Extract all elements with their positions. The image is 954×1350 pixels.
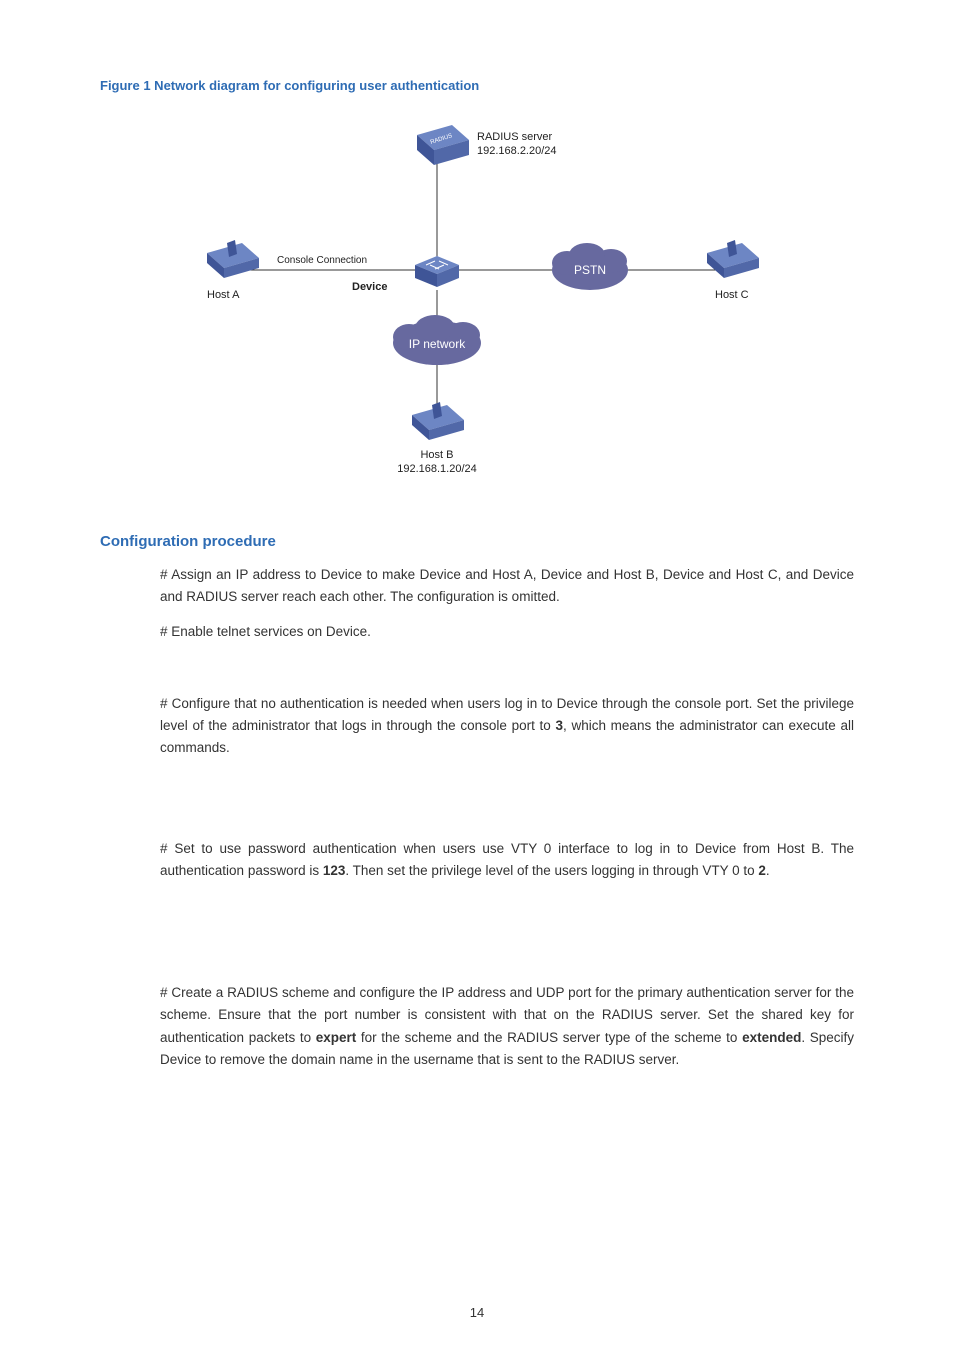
spacer: [100, 772, 854, 810]
ip-network-label: IP network: [409, 337, 466, 351]
spacer: [100, 894, 854, 932]
network-diagram: RADIUS RADIUS server 192.168.2.20/24 Hos…: [177, 115, 777, 485]
paragraph-4: # Set to use password authentication whe…: [100, 838, 854, 883]
pstn-cloud-icon: PSTN: [552, 243, 628, 290]
host-a-icon: [207, 240, 259, 278]
text-fragment: . Then set the privilege level of the us…: [345, 863, 758, 878]
figure-caption: Figure 1 Network diagram for configuring…: [100, 78, 854, 93]
bold-value: expert: [316, 1030, 357, 1045]
host-c-icon: [707, 240, 759, 278]
bold-value: 123: [323, 863, 346, 878]
document-page: Figure 1 Network diagram for configuring…: [0, 0, 954, 1350]
paragraph-1: # Assign an IP address to Device to make…: [100, 564, 854, 609]
host-a-label: Host A: [207, 289, 240, 301]
bold-value: 3: [556, 718, 564, 733]
host-b-label-2: 192.168.1.20/24: [397, 463, 477, 475]
text-fragment: .: [766, 863, 770, 878]
device-icon: [415, 256, 459, 287]
device-label: Device: [352, 281, 387, 293]
host-b-label-1: Host B: [420, 449, 453, 461]
host-b-icon: [412, 402, 464, 440]
ip-network-cloud-icon: IP network: [393, 315, 481, 365]
bold-value: 2: [758, 863, 766, 878]
radius-server-label-2: 192.168.2.20/24: [477, 145, 557, 157]
diagram-svg: RADIUS RADIUS server 192.168.2.20/24 Hos…: [177, 115, 777, 485]
spacer: [100, 655, 854, 693]
host-c-label: Host C: [715, 289, 749, 301]
page-number: 14: [0, 1305, 954, 1320]
configuration-procedure-heading: Configuration procedure: [100, 533, 854, 550]
text-fragment: for the scheme and the RADIUS server typ…: [356, 1030, 742, 1045]
paragraph-5: # Create a RADIUS scheme and configure t…: [100, 982, 854, 1071]
radius-server-icon: RADIUS: [417, 125, 469, 165]
radius-server-label-1: RADIUS server: [477, 131, 553, 143]
paragraph-3: # Configure that no authentication is ne…: [100, 693, 854, 760]
console-connection-label: Console Connection: [277, 255, 367, 266]
bold-value: extended: [742, 1030, 801, 1045]
pstn-label: PSTN: [574, 263, 606, 277]
paragraph-2: # Enable telnet services on Device.: [100, 621, 854, 643]
